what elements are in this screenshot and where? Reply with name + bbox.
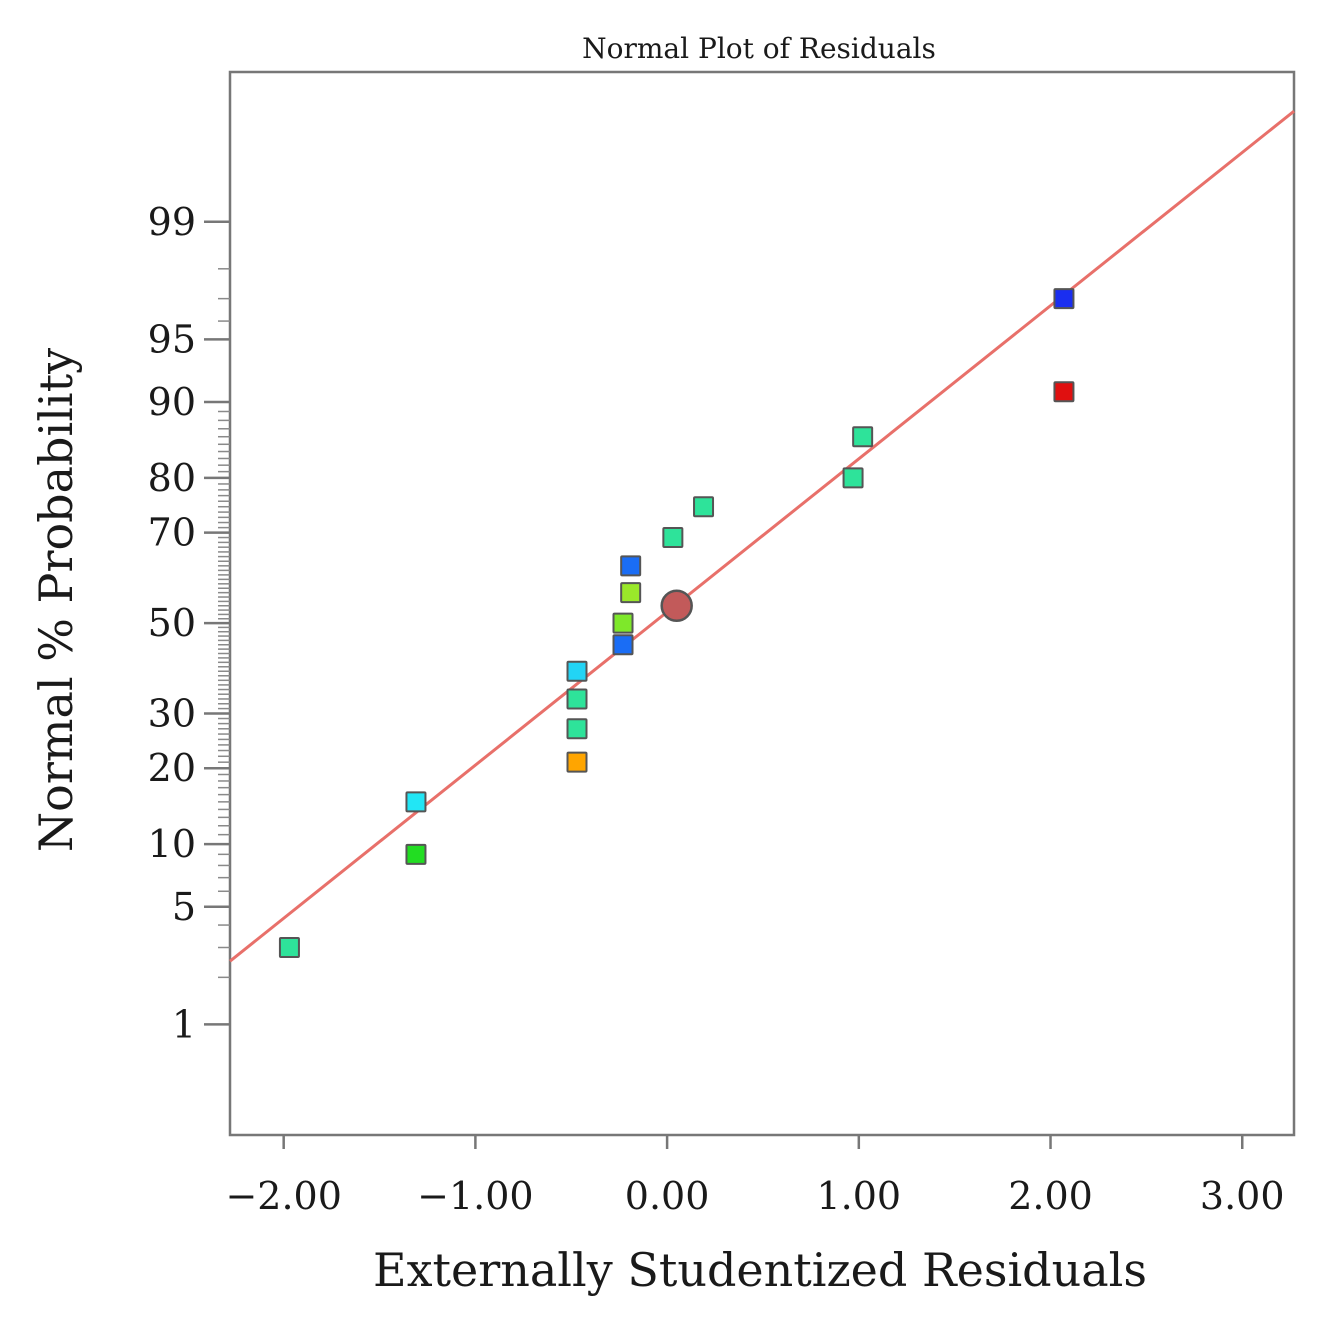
data-points — [278, 288, 1075, 959]
y-tick-label: 70 — [148, 511, 196, 555]
x-tick-label: 2.00 — [1008, 1174, 1093, 1218]
x-tick-label: 3.00 — [1200, 1174, 1285, 1218]
x-tick-label: −2.00 — [225, 1174, 341, 1218]
y-tick-label: 20 — [148, 746, 196, 790]
data-point — [620, 555, 642, 577]
chart-title: Normal Plot of Residuals — [582, 32, 936, 65]
y-tick-label: 99 — [148, 200, 196, 244]
data-point — [662, 527, 684, 549]
x-axis: −2.00 −1.00 0.00 1.00 2.00 3.00 — [225, 1135, 1285, 1218]
y-tick-label: 50 — [148, 601, 196, 645]
data-point — [405, 843, 427, 865]
x-tick-label: −1.00 — [417, 1174, 533, 1218]
y-tick-label: 95 — [148, 317, 196, 361]
y-tick-label: 5 — [172, 885, 196, 929]
y-tick-label: 80 — [148, 456, 196, 500]
x-tick-label: 0.00 — [625, 1174, 710, 1218]
data-point — [1053, 288, 1075, 310]
x-tick-label: 1.00 — [817, 1174, 902, 1218]
y-tick-label: 30 — [148, 692, 196, 736]
y-tick-label: 10 — [148, 822, 196, 866]
x-axis-label: Externally Studentized Residuals — [373, 1243, 1147, 1297]
data-point — [566, 718, 588, 740]
data-point — [566, 751, 588, 773]
highlighted-point — [660, 589, 693, 622]
data-point — [612, 612, 634, 634]
data-point — [566, 660, 588, 682]
data-point — [405, 791, 427, 813]
data-point — [1053, 381, 1075, 403]
data-point — [852, 426, 874, 448]
data-point — [620, 582, 642, 604]
y-axis-label: Normal % Probability — [29, 348, 83, 852]
plot-frame — [228, 70, 1296, 1137]
reference-line — [229, 109, 1295, 963]
y-axis: 1 5 10 20 30 50 70 80 90 95 99 — [148, 200, 230, 1046]
data-point — [693, 496, 715, 518]
data-point — [566, 688, 588, 710]
y-tick-label: 90 — [148, 380, 196, 424]
y-tick-label: 1 — [172, 1002, 196, 1046]
data-point — [612, 634, 634, 656]
data-point — [278, 937, 300, 959]
data-point — [842, 467, 864, 489]
